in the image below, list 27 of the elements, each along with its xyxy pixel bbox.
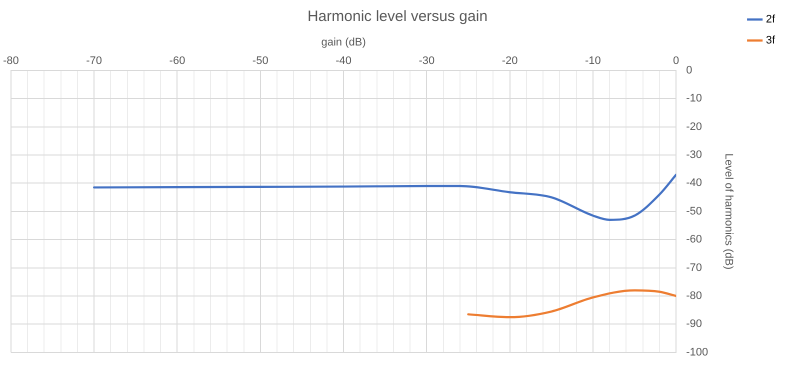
y-tick-label: -100	[686, 346, 708, 358]
legend-label: 2f	[766, 14, 776, 26]
legend-label: 3f	[766, 34, 776, 47]
y-tick-label: -50	[686, 205, 702, 218]
y-tick-label: -30	[686, 149, 702, 162]
x-tick-label: -30	[418, 54, 435, 67]
y-tick-label: -10	[686, 92, 702, 105]
x-axis-title: gain (dB)	[321, 36, 366, 49]
line-series	[92, 174, 676, 221]
x-tick-label: -10	[585, 54, 601, 67]
x-tick-label: -20	[502, 54, 518, 67]
y-tick-label: -40	[686, 177, 702, 190]
x-tick-label: -50	[252, 54, 268, 67]
x-tick-label: -40	[336, 54, 352, 67]
x-tick-label: 0	[673, 54, 680, 67]
y-tick-label: 0	[686, 64, 692, 76]
x-tick-label: -80	[2, 54, 19, 67]
y-tick-label: -20	[686, 120, 702, 133]
y-tick-label: -60	[686, 234, 702, 246]
line-series	[467, 289, 676, 318]
y-tick-label: -70	[686, 262, 702, 274]
y-axis-title: Level of harmonics (dB)	[722, 153, 735, 270]
x-tick-label: -70	[86, 54, 102, 67]
x-tick-label: -60	[169, 54, 186, 67]
y-tick-label: -90	[686, 318, 702, 330]
y-tick-label: -80	[686, 290, 702, 302]
chart-title: Harmonic level versus gain	[307, 8, 488, 26]
